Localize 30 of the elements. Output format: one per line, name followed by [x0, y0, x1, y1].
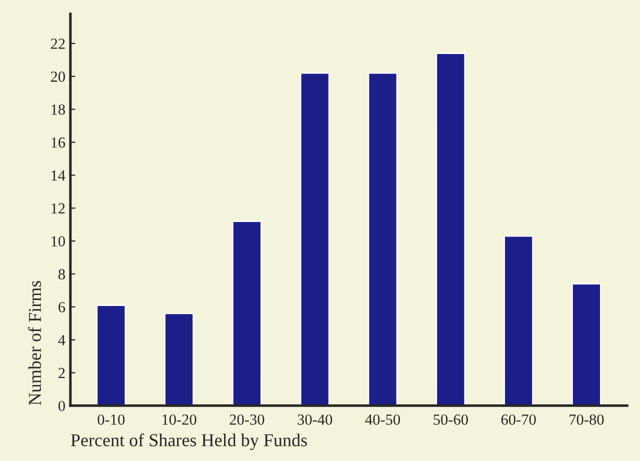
- y-tick-label: 6: [58, 302, 66, 312]
- y-tick-label: 16: [52, 137, 66, 148]
- x-tick-label: 60-70: [501, 414, 536, 425]
- y-tick-label: 18: [52, 104, 65, 115]
- y-tick-label: 12: [52, 203, 65, 214]
- y-tick-label: 14: [52, 170, 66, 180]
- y-tick-label: 20: [50, 72, 65, 82]
- x-tick-label: 70-80: [570, 414, 604, 425]
- x-tick-label: 50-60: [434, 414, 468, 425]
- y-tick-label: 22: [50, 38, 65, 49]
- bar: [436, 52, 466, 406]
- y-tick-label: 8: [58, 269, 65, 280]
- bar: [368, 72, 398, 406]
- bar: [96, 304, 126, 406]
- bar: [572, 283, 602, 406]
- y-tick-label: 4: [58, 335, 66, 346]
- bar: [164, 312, 194, 406]
- x-tick-label: 20-30: [230, 414, 264, 425]
- bar: [504, 235, 534, 406]
- x-tick-label: 10-20: [162, 414, 196, 425]
- bar: [232, 220, 262, 406]
- y-axis-title: Number of Firms: [28, 280, 42, 406]
- y-tick-label: 2: [58, 368, 65, 378]
- x-tick-label: 0-10: [98, 414, 125, 425]
- bar: [300, 72, 330, 406]
- y-tick-label: 10: [52, 236, 65, 246]
- x-axis-title: Percent of Shares Held by Funds: [70, 433, 307, 450]
- y-tick-label: 0: [58, 400, 65, 412]
- x-tick-label: 40-50: [365, 414, 400, 425]
- x-tick-label: 30-40: [298, 414, 332, 425]
